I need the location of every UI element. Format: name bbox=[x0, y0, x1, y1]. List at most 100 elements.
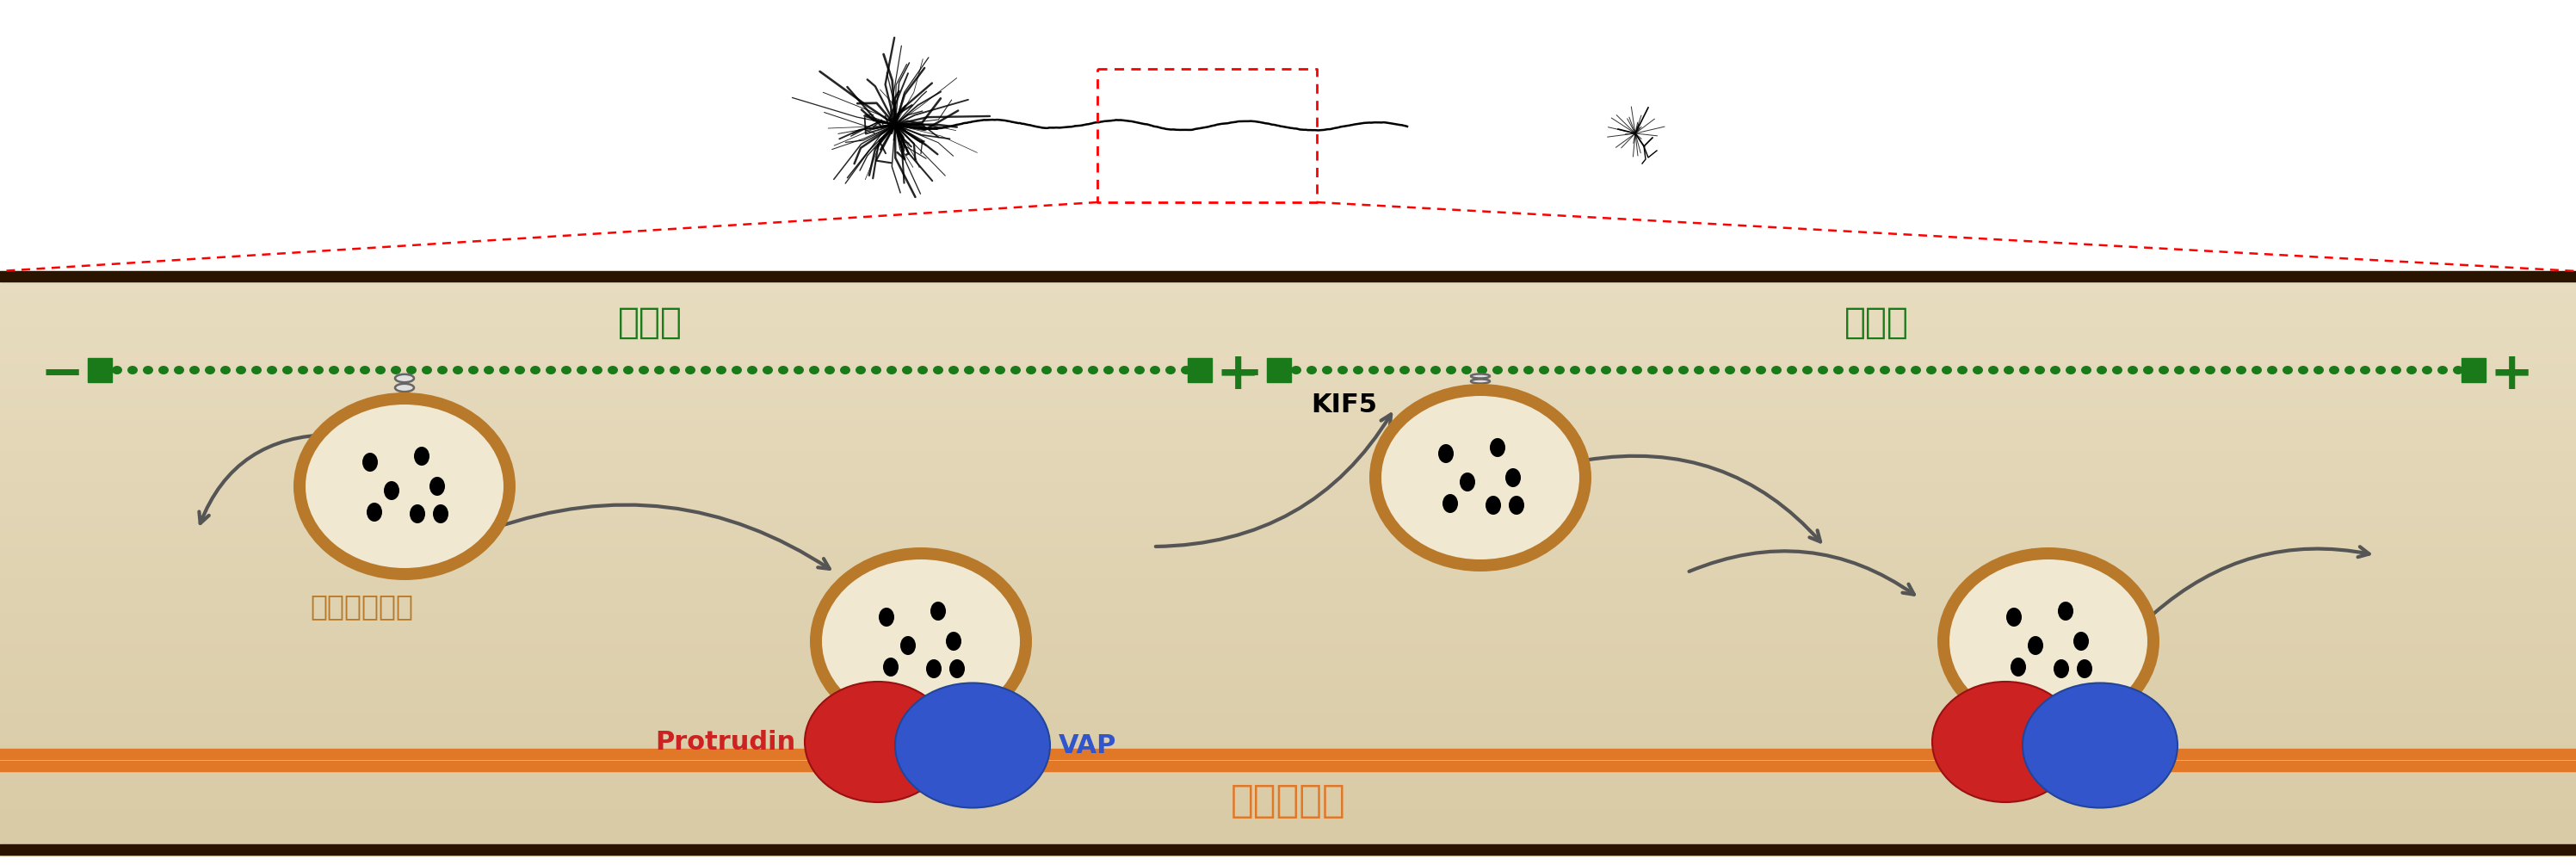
Ellipse shape bbox=[948, 366, 958, 375]
Text: −: − bbox=[39, 349, 85, 400]
Ellipse shape bbox=[1803, 366, 1814, 375]
Ellipse shape bbox=[912, 678, 930, 703]
Ellipse shape bbox=[927, 659, 943, 678]
Ellipse shape bbox=[732, 366, 742, 375]
Ellipse shape bbox=[701, 366, 711, 375]
Ellipse shape bbox=[747, 366, 757, 375]
Ellipse shape bbox=[1492, 366, 1502, 375]
Ellipse shape bbox=[592, 366, 603, 375]
Text: Protrudin: Protrudin bbox=[657, 729, 796, 754]
Ellipse shape bbox=[1149, 366, 1159, 375]
Text: −: − bbox=[1218, 349, 1262, 400]
Ellipse shape bbox=[1772, 366, 1783, 375]
Ellipse shape bbox=[894, 683, 1051, 808]
Ellipse shape bbox=[1522, 366, 1533, 375]
Bar bbox=[88, 358, 111, 382]
Bar bbox=[2463, 358, 2486, 382]
Ellipse shape bbox=[361, 366, 371, 375]
Ellipse shape bbox=[822, 560, 1020, 723]
Ellipse shape bbox=[577, 366, 587, 375]
Ellipse shape bbox=[804, 682, 951, 802]
Ellipse shape bbox=[2251, 366, 2262, 375]
Ellipse shape bbox=[2282, 366, 2293, 375]
Ellipse shape bbox=[1600, 366, 1610, 375]
Ellipse shape bbox=[2081, 366, 2092, 375]
Ellipse shape bbox=[2022, 683, 2177, 808]
Ellipse shape bbox=[1383, 366, 1394, 375]
Ellipse shape bbox=[1414, 366, 1425, 375]
Ellipse shape bbox=[1680, 366, 1690, 375]
Ellipse shape bbox=[422, 366, 433, 375]
Ellipse shape bbox=[886, 366, 896, 375]
Ellipse shape bbox=[2298, 366, 2308, 375]
Ellipse shape bbox=[268, 366, 278, 375]
Ellipse shape bbox=[2007, 607, 2022, 626]
Ellipse shape bbox=[670, 366, 680, 375]
Ellipse shape bbox=[1476, 366, 1486, 375]
Ellipse shape bbox=[314, 366, 325, 375]
Ellipse shape bbox=[453, 366, 464, 375]
Ellipse shape bbox=[2040, 681, 2058, 704]
Ellipse shape bbox=[2020, 366, 2030, 375]
Ellipse shape bbox=[2076, 659, 2092, 678]
Ellipse shape bbox=[1880, 366, 1891, 375]
Ellipse shape bbox=[283, 366, 294, 375]
Ellipse shape bbox=[1321, 366, 1332, 375]
Ellipse shape bbox=[2421, 366, 2432, 375]
Ellipse shape bbox=[515, 366, 526, 375]
Ellipse shape bbox=[793, 366, 804, 375]
Ellipse shape bbox=[1631, 366, 1641, 375]
Ellipse shape bbox=[1726, 366, 1736, 375]
Ellipse shape bbox=[1103, 366, 1113, 375]
Ellipse shape bbox=[809, 548, 1033, 735]
Ellipse shape bbox=[1437, 444, 1453, 463]
Ellipse shape bbox=[1569, 366, 1579, 375]
Ellipse shape bbox=[1399, 366, 1409, 375]
Ellipse shape bbox=[1850, 366, 1860, 375]
Ellipse shape bbox=[222, 366, 232, 375]
Ellipse shape bbox=[2058, 602, 2074, 620]
Ellipse shape bbox=[407, 366, 417, 375]
Ellipse shape bbox=[1989, 366, 1999, 375]
Ellipse shape bbox=[173, 366, 185, 375]
Ellipse shape bbox=[1443, 494, 1458, 513]
Ellipse shape bbox=[1306, 366, 1316, 375]
Ellipse shape bbox=[430, 477, 446, 496]
Ellipse shape bbox=[2159, 366, 2169, 375]
Text: +: + bbox=[2488, 349, 2535, 400]
Ellipse shape bbox=[1958, 366, 1968, 375]
Ellipse shape bbox=[1010, 366, 1020, 375]
Ellipse shape bbox=[1741, 366, 1752, 375]
Ellipse shape bbox=[2009, 657, 2027, 676]
Ellipse shape bbox=[639, 366, 649, 375]
Ellipse shape bbox=[2174, 366, 2184, 375]
Ellipse shape bbox=[1584, 366, 1595, 375]
Ellipse shape bbox=[1087, 366, 1097, 375]
Ellipse shape bbox=[2050, 366, 2061, 375]
Ellipse shape bbox=[871, 366, 881, 375]
Ellipse shape bbox=[1291, 366, 1301, 375]
Ellipse shape bbox=[930, 602, 945, 620]
Ellipse shape bbox=[1507, 366, 1517, 375]
Ellipse shape bbox=[1973, 366, 1984, 375]
Ellipse shape bbox=[884, 657, 899, 676]
Ellipse shape bbox=[2004, 366, 2014, 375]
Ellipse shape bbox=[562, 366, 572, 375]
Ellipse shape bbox=[963, 366, 974, 375]
Ellipse shape bbox=[1461, 472, 1476, 491]
Ellipse shape bbox=[1072, 366, 1082, 375]
Ellipse shape bbox=[1504, 468, 1520, 487]
Text: 微小管: 微小管 bbox=[1844, 304, 1909, 341]
Ellipse shape bbox=[2344, 366, 2354, 375]
Ellipse shape bbox=[2205, 366, 2215, 375]
Ellipse shape bbox=[2267, 366, 2277, 375]
Ellipse shape bbox=[394, 375, 415, 382]
Ellipse shape bbox=[142, 366, 152, 375]
Ellipse shape bbox=[484, 366, 495, 375]
Ellipse shape bbox=[1370, 384, 1592, 572]
Ellipse shape bbox=[1950, 560, 2148, 723]
Ellipse shape bbox=[716, 366, 726, 375]
Ellipse shape bbox=[1664, 366, 1674, 375]
Ellipse shape bbox=[299, 366, 309, 375]
Ellipse shape bbox=[2329, 366, 2339, 375]
